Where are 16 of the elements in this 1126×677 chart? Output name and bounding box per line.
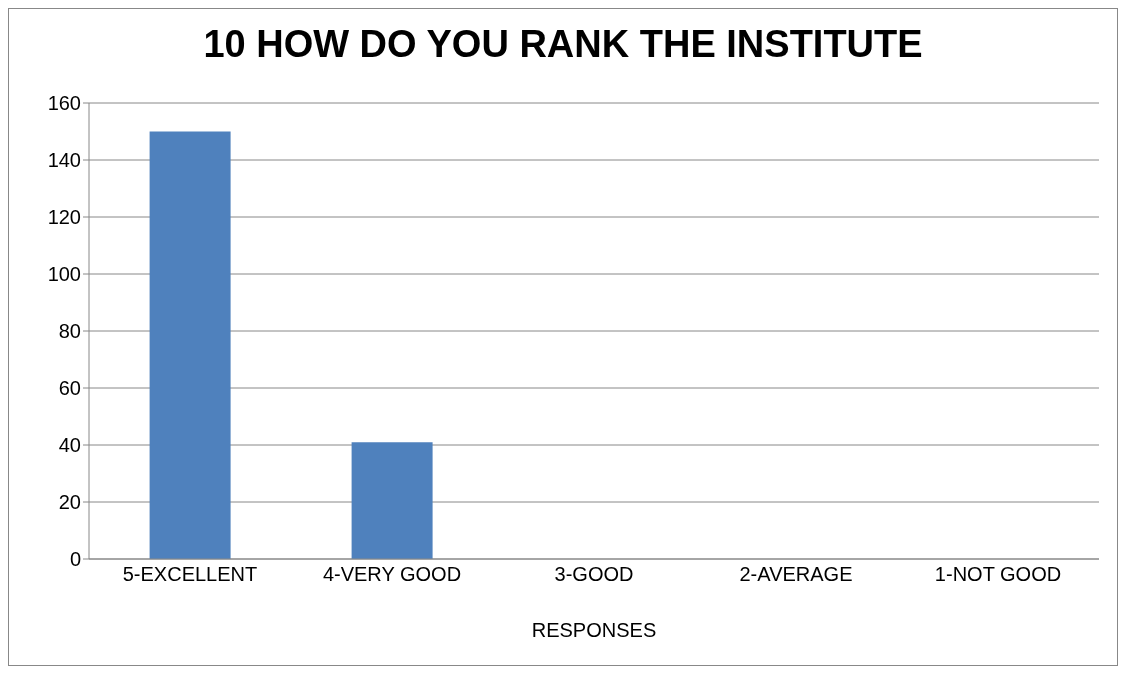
- x-tick-label: 2-AVERAGE: [739, 563, 853, 586]
- x-tick-label: 3-GOOD: [554, 563, 634, 586]
- y-tick-label: 120: [47, 206, 81, 229]
- y-tick-label: 40: [58, 434, 81, 457]
- y-tick-label: 100: [47, 263, 81, 286]
- y-tick-label: 20: [58, 491, 81, 514]
- y-tick-label: 0: [69, 548, 81, 571]
- x-tick-label: 1-NOT GOOD: [934, 563, 1062, 586]
- y-tick-label: 60: [58, 377, 81, 400]
- y-tick-label: 80: [58, 320, 81, 343]
- y-tick-label: 140: [47, 149, 81, 172]
- x-tick-label: 4-VERY GOOD: [322, 563, 462, 586]
- x-axis-title: RESPONSES: [531, 619, 657, 641]
- x-tick-label: 5-EXCELLENT: [122, 563, 258, 586]
- y-tick-label: 160: [47, 92, 81, 115]
- chart-title: 10 HOW DO YOU RANK THE INSTITUTE: [202, 22, 924, 67]
